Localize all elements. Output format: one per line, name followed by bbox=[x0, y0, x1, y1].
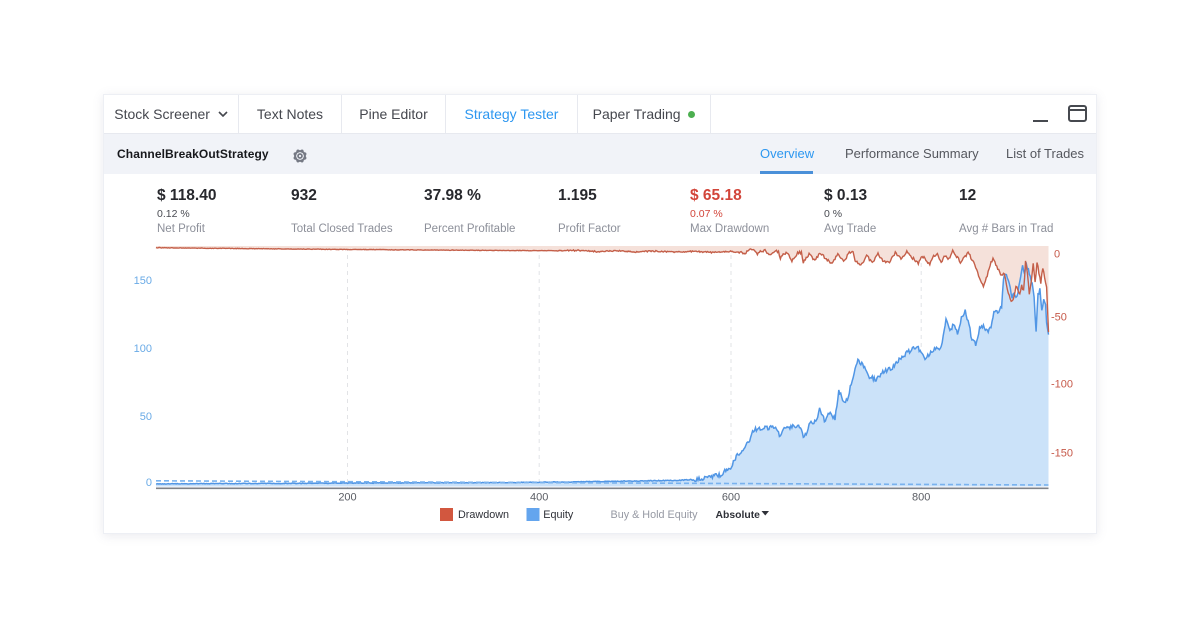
svg-text:100: 100 bbox=[134, 343, 152, 355]
svg-text:-100: -100 bbox=[1051, 379, 1073, 391]
svg-text:0: 0 bbox=[146, 477, 152, 489]
svg-text:Buy & Hold Equity: Buy & Hold Equity bbox=[611, 509, 699, 521]
svg-text:150: 150 bbox=[134, 275, 152, 287]
svg-text:-150: -150 bbox=[1051, 448, 1073, 460]
svg-text:Equity: Equity bbox=[543, 509, 574, 521]
svg-text:0: 0 bbox=[1054, 249, 1060, 261]
svg-text:Absolute: Absolute bbox=[716, 510, 761, 521]
svg-text:200: 200 bbox=[338, 492, 356, 504]
svg-text:50: 50 bbox=[140, 411, 152, 423]
svg-text:Drawdown: Drawdown bbox=[458, 509, 509, 521]
svg-text:600: 600 bbox=[722, 492, 740, 504]
svg-text:400: 400 bbox=[530, 492, 548, 504]
svg-text:-50: -50 bbox=[1051, 312, 1067, 324]
svg-text:800: 800 bbox=[912, 492, 930, 504]
